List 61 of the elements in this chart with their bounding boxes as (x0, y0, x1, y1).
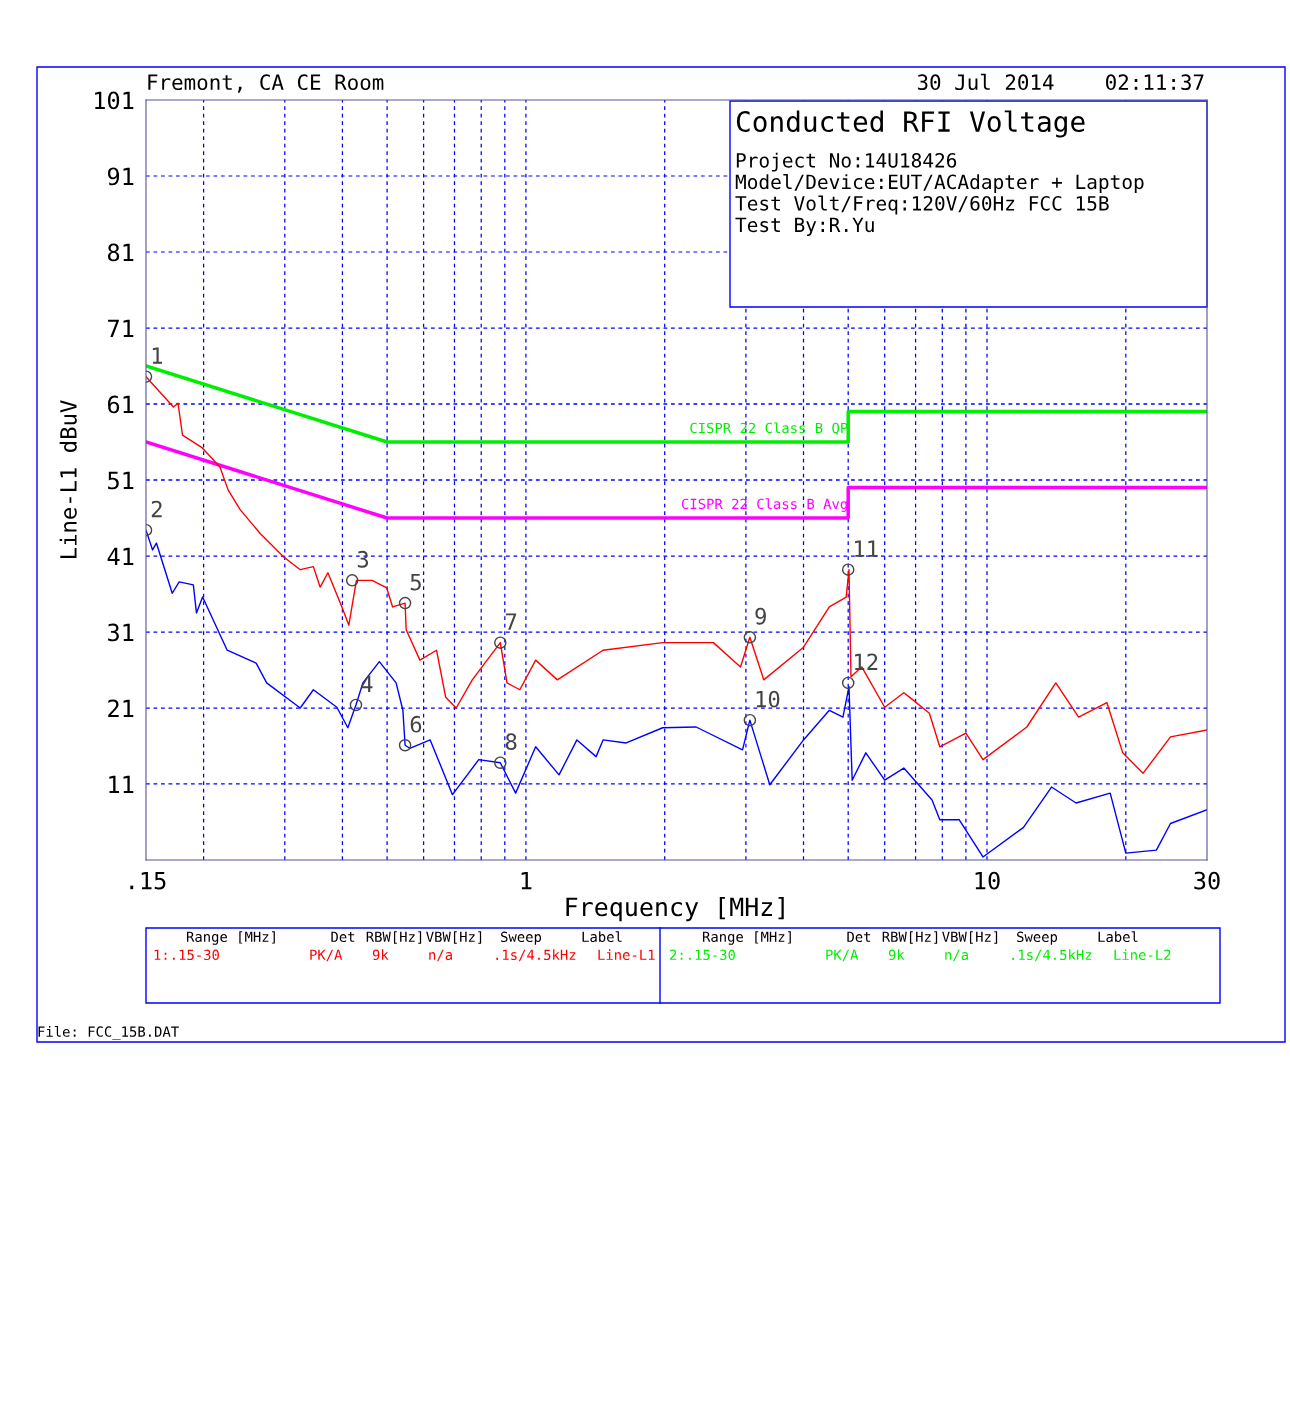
text: n/a (945, 949, 968, 962)
y-tick-label: 31 (108, 623, 134, 642)
y-tick-label: 21 (108, 699, 134, 718)
annotation: 6 (410, 715, 422, 733)
annotation: 12 (855, 653, 878, 670)
text: Det (331, 931, 355, 943)
annotation: Test By:R.Yu (735, 217, 874, 236)
x-tick-label: 10 (975, 871, 1000, 890)
text: Det (847, 931, 871, 943)
y-tick-label: 101 (95, 91, 134, 110)
annotation: 5 (410, 573, 421, 591)
y-tick-label: 91 (107, 167, 134, 186)
text: Fremont, CA CE Room (148, 74, 384, 93)
text: 2:.15-30 (670, 949, 735, 961)
y-tick-label: 41 (107, 547, 134, 566)
text: RBW[Hz] (366, 931, 422, 944)
text: File: FCC_15B.DAT (38, 1026, 179, 1040)
text: Label (1098, 931, 1138, 943)
annotation: 2 (151, 500, 162, 518)
x-tick-label: .15 (130, 871, 166, 890)
text: Range [MHz] (702, 931, 791, 945)
text: PK/A (826, 949, 859, 962)
text: PK/A (310, 949, 343, 962)
annotation: Test Volt/Freq:120V/60Hz FCC 15B (735, 195, 1109, 215)
text: RBW[Hz] (882, 931, 938, 944)
y-tick-label: 51 (108, 471, 134, 490)
y-tick-label: 71 (108, 319, 134, 338)
annotation: 11 (855, 540, 878, 557)
text: .1s/4.5kHz (496, 949, 576, 962)
annotation: 1 (152, 347, 163, 364)
annotation: 3 (357, 550, 369, 568)
text: VBW[Hz] (426, 931, 482, 944)
x-tick-label: 30 (1194, 871, 1220, 890)
text: .1s/4.5kHz (1012, 949, 1092, 962)
annotation: 8 (505, 733, 517, 751)
text: Sweep (501, 931, 542, 945)
text: Line-L2 (1114, 949, 1171, 961)
y-tick-label: 11 (109, 775, 134, 794)
series-label: CISPR 22 Class B Avg (681, 498, 847, 512)
chart-title: Conducted RFI Voltage (736, 110, 1085, 138)
text: 1:.15-30 (154, 949, 219, 961)
y-axis-title: Line-L1 dBuV (59, 400, 77, 558)
text: 30 Jul 2014 02:11:37 (917, 73, 1204, 91)
annotation: Model/Device:EUT/ACAdapter + Laptop (735, 174, 1144, 193)
text: 9k (372, 949, 389, 961)
series-label: CISPR 22 Class B QP (690, 422, 848, 435)
text: VBW[Hz] (942, 931, 998, 944)
text: Line-L1 (598, 949, 655, 961)
annotation: 10 (756, 690, 780, 708)
y-tick-label: 61 (107, 395, 134, 414)
annotation: 9 (755, 607, 766, 625)
y-tick-label: 81 (107, 243, 134, 262)
x-tick-label: 1 (521, 871, 532, 890)
text: n/a (429, 949, 452, 962)
annotation: Project No:14U18426 (736, 152, 957, 172)
text: Sweep (1017, 931, 1058, 945)
x-axis-title: Frequency [MHz] (566, 896, 784, 922)
text: Label (582, 931, 622, 943)
annotation: 7 (505, 613, 517, 630)
text: Range [MHz] (186, 931, 275, 945)
text: 9k (888, 949, 905, 961)
